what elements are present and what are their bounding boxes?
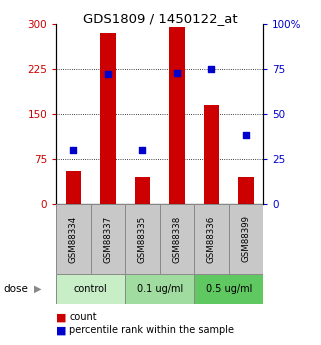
FancyBboxPatch shape	[194, 274, 263, 304]
Point	[105, 72, 110, 77]
FancyBboxPatch shape	[125, 274, 194, 304]
FancyBboxPatch shape	[91, 204, 125, 274]
Text: 0.1 ug/ml: 0.1 ug/ml	[136, 284, 183, 294]
Text: ▶: ▶	[34, 284, 41, 294]
Text: GSM88337: GSM88337	[103, 215, 112, 263]
Bar	[169, 27, 185, 204]
Bar	[204, 105, 219, 204]
Bar	[135, 177, 150, 204]
Text: GSM88336: GSM88336	[207, 215, 216, 263]
Point	[174, 70, 179, 75]
Text: ■: ■	[56, 325, 67, 335]
FancyBboxPatch shape	[229, 204, 263, 274]
Bar	[238, 177, 254, 204]
Bar	[100, 33, 116, 204]
Text: GSM88399: GSM88399	[241, 215, 250, 263]
FancyBboxPatch shape	[56, 204, 91, 274]
Bar	[66, 171, 81, 204]
Text: ■: ■	[56, 312, 67, 322]
FancyBboxPatch shape	[194, 204, 229, 274]
Text: percentile rank within the sample: percentile rank within the sample	[69, 325, 234, 335]
Text: 0.5 ug/ml: 0.5 ug/ml	[205, 284, 252, 294]
FancyBboxPatch shape	[125, 204, 160, 274]
Point	[140, 147, 145, 152]
Text: count: count	[69, 312, 97, 322]
Point	[243, 132, 248, 138]
FancyBboxPatch shape	[160, 204, 194, 274]
Text: GDS1809 / 1450122_at: GDS1809 / 1450122_at	[83, 12, 238, 25]
Text: GSM88334: GSM88334	[69, 215, 78, 263]
Text: control: control	[74, 284, 108, 294]
Text: dose: dose	[3, 284, 28, 294]
Text: GSM88338: GSM88338	[172, 215, 181, 263]
Point	[71, 147, 76, 152]
Point	[209, 66, 214, 72]
FancyBboxPatch shape	[56, 274, 125, 304]
Text: GSM88335: GSM88335	[138, 215, 147, 263]
